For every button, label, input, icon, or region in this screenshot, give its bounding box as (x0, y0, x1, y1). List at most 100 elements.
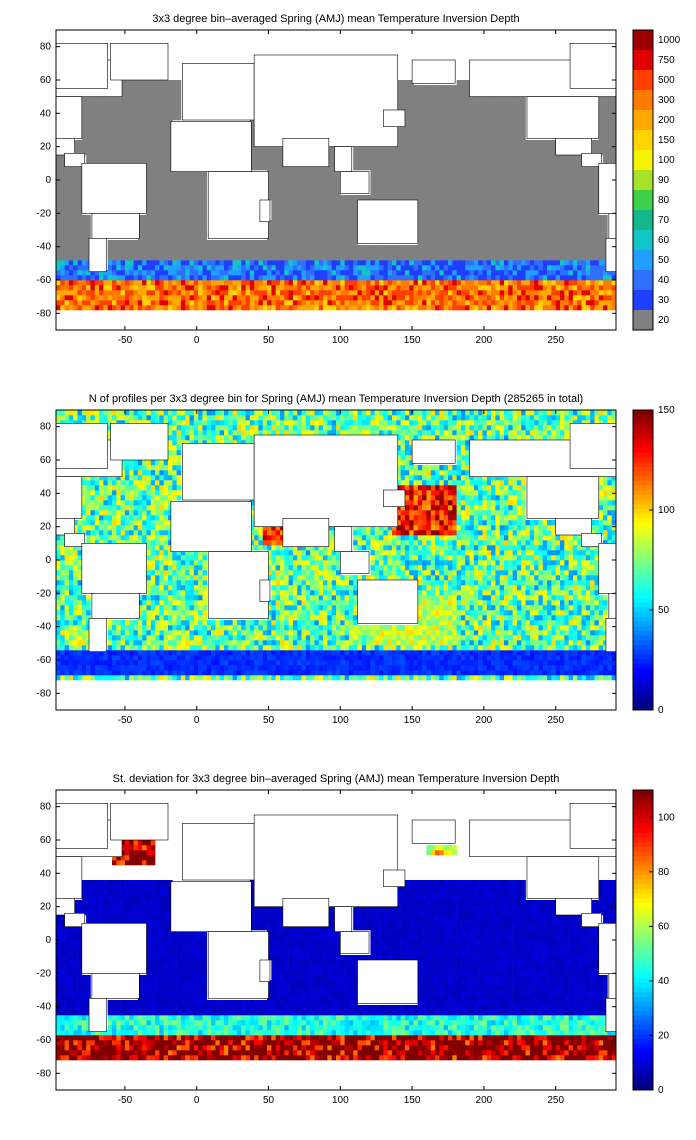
heatmap-cell (168, 90, 173, 96)
heatmap-cell (245, 280, 251, 286)
heatmap-cell (387, 280, 393, 286)
heatmap-cell (551, 170, 556, 176)
heatmap-cell (137, 230, 143, 236)
heatmap-cell (512, 305, 518, 311)
heatmap-cell (508, 650, 513, 656)
heatmap-cell (456, 260, 462, 266)
heatmap-cell (215, 300, 220, 306)
heatmap-cell (400, 85, 406, 91)
heatmap-cell (473, 225, 479, 231)
heatmap-cell (590, 165, 595, 171)
heatmap-cell (280, 245, 285, 251)
heatmap-cell (159, 220, 164, 226)
heatmap-cell (598, 670, 604, 676)
heatmap-cell (292, 650, 298, 656)
heatmap-cell (288, 255, 294, 261)
heatmap-cell (551, 180, 556, 186)
heatmap-cell (159, 225, 164, 231)
heatmap-cell (564, 155, 569, 161)
heatmap-cell (305, 255, 311, 261)
heatmap-cell (124, 675, 130, 681)
heatmap-cell (168, 150, 173, 156)
heatmap-cell (383, 275, 388, 281)
heatmap-cell (603, 300, 608, 306)
heatmap-cell (439, 655, 444, 661)
heatmap-cell (64, 255, 70, 261)
heatmap-cell (206, 250, 212, 256)
heatmap-cell (163, 285, 169, 291)
heatmap-cell (460, 275, 466, 281)
heatmap-cell (60, 165, 65, 171)
heatmap-cell (198, 215, 203, 221)
heatmap-cell (504, 290, 509, 296)
heatmap-cell (133, 155, 139, 161)
heatmap-cell (581, 275, 587, 281)
heatmap-cell (318, 305, 324, 311)
heatmap-cell (404, 140, 410, 146)
heatmap-cell (572, 230, 578, 236)
heatmap-cell (460, 200, 466, 206)
heatmap-cell (245, 285, 251, 291)
heatmap-cell (525, 275, 531, 281)
heatmap-cell (228, 295, 233, 301)
heatmap-cell (314, 210, 320, 216)
heatmap-cell (581, 210, 587, 216)
heatmap-cell (159, 260, 164, 266)
heatmap-cell (366, 670, 371, 676)
heatmap-cell (271, 155, 276, 161)
heatmap-cell (344, 300, 350, 306)
heatmap-cell (301, 225, 307, 231)
heatmap-cell (284, 675, 289, 681)
heatmap-cell (271, 225, 276, 231)
heatmap-cell (590, 225, 595, 231)
heatmap-cell (426, 125, 432, 131)
heatmap-cell (439, 270, 444, 276)
heatmap-cell (491, 130, 496, 136)
heatmap-cell (603, 240, 608, 246)
heatmap-cell (159, 85, 164, 91)
heatmap-cell (202, 230, 208, 236)
heatmap-cell (56, 205, 61, 211)
heatmap-cell (288, 305, 294, 311)
heatmap-cell (327, 250, 332, 256)
heatmap-cell (176, 660, 182, 666)
heatmap-cell (603, 270, 608, 276)
heatmap-cell (426, 275, 432, 281)
heatmap-cell (163, 660, 169, 666)
heatmap-cell (86, 295, 91, 301)
heatmap-cell (495, 265, 500, 271)
heatmap-cell (73, 185, 78, 191)
heatmap-cell (525, 170, 531, 176)
heatmap-cell (219, 280, 225, 286)
heatmap-cell (336, 280, 341, 286)
heatmap-cell (422, 240, 427, 246)
heatmap-cell (426, 145, 432, 151)
heatmap-cell (172, 270, 177, 276)
heatmap-cell (478, 280, 483, 286)
heatmap-cell (168, 270, 173, 276)
heatmap-cell (529, 280, 535, 286)
heatmap-cell (103, 120, 108, 126)
heatmap-cell (469, 255, 475, 261)
heatmap-cell (361, 165, 367, 171)
heatmap-cell (469, 225, 475, 231)
heatmap-cell (292, 190, 298, 196)
heatmap-cell (185, 665, 190, 671)
heatmap-cell (396, 85, 401, 91)
heatmap-cell (482, 160, 488, 166)
heatmap-cell (465, 150, 470, 156)
heatmap-cell (443, 665, 449, 671)
heatmap-cell (288, 665, 294, 671)
heatmap-cell (439, 95, 444, 101)
heatmap-cell (473, 275, 479, 281)
heatmap-cell (81, 235, 87, 241)
heatmap-cell (417, 650, 423, 656)
heatmap-cell (202, 675, 208, 681)
heatmap-cell (598, 305, 604, 311)
heatmap-cell (594, 180, 600, 186)
heatmap-cell (81, 660, 87, 666)
heatmap-cell (327, 235, 332, 241)
heatmap-cell (271, 170, 276, 176)
heatmap-cell (68, 230, 74, 236)
heatmap-cell (426, 115, 432, 121)
